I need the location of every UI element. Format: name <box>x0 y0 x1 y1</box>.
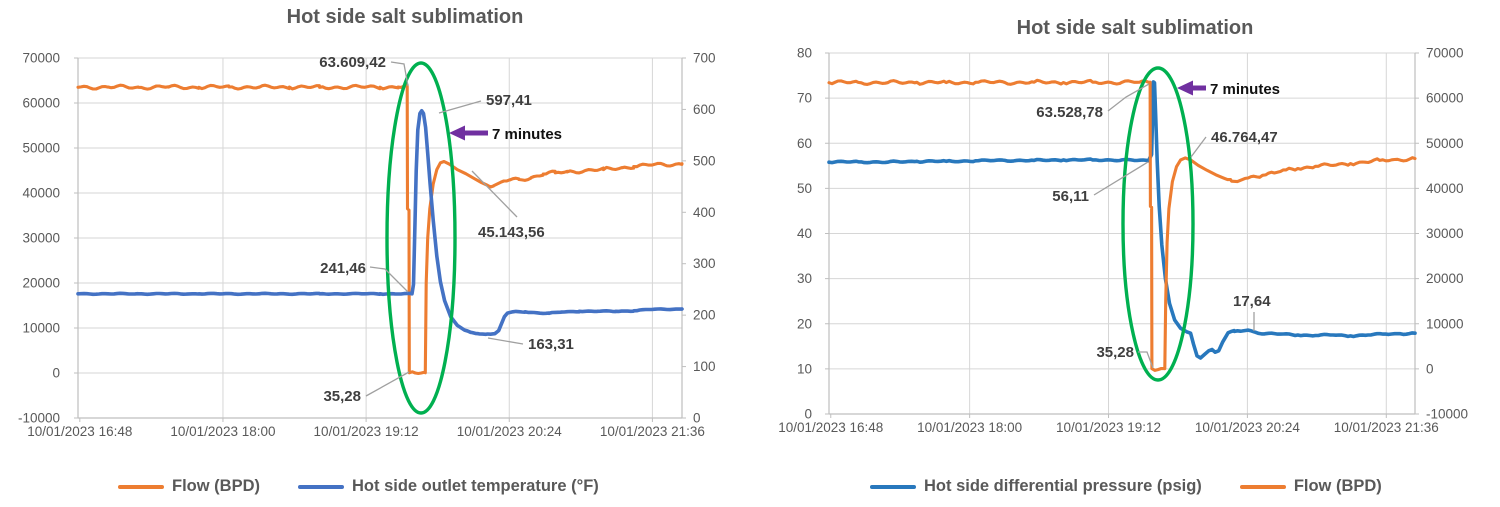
series-line-hot-side-outlet-temperature-f <box>76 109 684 337</box>
y-axis-left-label: 60 <box>797 136 812 151</box>
highlight-ellipse <box>1121 66 1195 382</box>
annotation-leader <box>438 100 482 114</box>
y-axis-right-label: 30000 <box>1426 226 1464 241</box>
y-axis-left-label: 10000 <box>22 321 60 336</box>
legend-item-flow-left: Flow (BPD) <box>118 477 260 496</box>
legend-right: Hot side differential pressure (psig) Fl… <box>870 477 1420 496</box>
y-axis-right-label: 600 <box>693 102 716 117</box>
x-axis-label: 10/01/2023 16:48 <box>27 424 132 439</box>
annotation-leader <box>1190 136 1207 158</box>
x-axis-label: 10/01/2023 20:24 <box>457 424 563 439</box>
annotation-leader <box>1138 351 1154 369</box>
legend-label-flow-left: Flow (BPD) <box>172 477 260 495</box>
annotation-value-label: 597,41 <box>486 92 532 109</box>
y-axis-left-label: 60000 <box>22 96 60 111</box>
duration-annotation-label: 7 minutes <box>492 126 562 143</box>
annotation-leader <box>1093 161 1149 196</box>
annotation-value-label: 56,11 <box>1052 188 1089 205</box>
series-line-flow-bpd <box>76 83 684 376</box>
y-axis-left-label: 20000 <box>22 276 60 291</box>
y-axis-left-label: 50000 <box>22 141 60 156</box>
annotation-value-label: 63.609,42 <box>319 54 386 71</box>
legend-swatch-flow-left <box>118 484 164 489</box>
duration-annotation-label: 7 minutes <box>1210 81 1280 98</box>
y-axis-right-label: 20000 <box>1426 271 1464 286</box>
y-axis-left-label: 0 <box>804 407 812 422</box>
annotation-value-label: 163,31 <box>528 336 574 353</box>
charts-plot-svg: 700006000050000400003000020000100000-100… <box>18 46 1468 440</box>
y-axis-right-label: 50000 <box>1426 136 1464 151</box>
duration-arrow-head <box>449 125 465 141</box>
legend-left: Flow (BPD) Hot side outlet temperature (… <box>118 477 637 496</box>
annotation-leader <box>487 337 524 345</box>
y-axis-left-label: 10 <box>797 361 812 376</box>
y-axis-right-label: 60000 <box>1426 91 1464 106</box>
legend-swatch-flow-right <box>1239 484 1286 489</box>
x-axis-label: 10/01/2023 18:00 <box>170 424 275 439</box>
duration-arrow-head <box>1177 80 1193 96</box>
y-axis-left-label: -10000 <box>18 411 60 426</box>
annotation-value-label: 35,28 <box>1096 344 1134 361</box>
y-axis-right-label: 0 <box>693 411 701 426</box>
y-axis-right-label: -10000 <box>1426 407 1468 422</box>
chart-title-right: Hot side salt sublimation <box>1016 17 1254 39</box>
x-axis-label: 10/01/2023 20:24 <box>1195 420 1301 435</box>
y-axis-right-label: 40000 <box>1426 181 1464 196</box>
legend-label-pressure: Hot side differential pressure (psig) <box>924 477 1202 495</box>
y-axis-right-label: 10000 <box>1426 316 1464 331</box>
series-line-flow-bpd <box>827 78 1417 372</box>
x-axis-label: 10/01/2023 16:48 <box>778 420 883 435</box>
y-axis-left-label: 30000 <box>22 231 60 246</box>
annotation-value-label: 241,46 <box>320 260 366 277</box>
y-axis-left-label: 0 <box>52 366 60 381</box>
y-axis-left-label: 80 <box>797 46 812 61</box>
series-line-hot-side-differential-pressure-psig <box>827 80 1417 360</box>
y-axis-right-label: 200 <box>693 308 716 323</box>
y-axis-right-label: 500 <box>693 153 716 168</box>
y-axis-left-label: 50 <box>797 181 812 196</box>
legend-label-flow-right: Flow (BPD) <box>1293 477 1382 495</box>
y-axis-left-label: 70 <box>797 91 812 106</box>
annotation-leader <box>471 170 518 218</box>
y-axis-left-label: 70000 <box>22 51 60 66</box>
chart-title-left: Hot side salt sublimation <box>286 6 524 28</box>
legend-item-temperature: Hot side outlet temperature (°F) <box>298 477 599 496</box>
y-axis-right-label: 400 <box>693 205 716 220</box>
highlight-ellipse <box>385 61 457 415</box>
legend-label-temperature: Hot side outlet temperature (°F) <box>352 477 599 495</box>
annotation-value-label: 45.143,56 <box>478 224 545 241</box>
y-axis-right-label: 0 <box>1426 361 1434 376</box>
y-axis-left-label: 20 <box>797 316 812 331</box>
legend-swatch-temperature <box>298 484 344 489</box>
annotation-value-label: 63.528,78 <box>1036 104 1103 121</box>
y-axis-right-label: 70000 <box>1426 46 1464 61</box>
annotation-leader <box>369 266 409 293</box>
x-axis-label: 10/01/2023 19:12 <box>1056 420 1161 435</box>
annotation-value-label: 46.764,47 <box>1211 129 1278 146</box>
y-axis-left-label: 30 <box>797 271 812 286</box>
y-axis-left-label: 40 <box>797 226 812 241</box>
x-axis-label: 10/01/2023 21:36 <box>600 424 705 439</box>
annotation-leader <box>365 371 410 397</box>
legend-swatch-pressure <box>870 484 916 489</box>
annotation-leader <box>390 61 409 87</box>
y-axis-right-label: 700 <box>693 51 716 66</box>
x-axis-label: 10/01/2023 21:36 <box>1334 420 1439 435</box>
y-axis-right-label: 100 <box>693 359 716 374</box>
annotation-leader <box>1107 83 1150 112</box>
y-axis-right-label: 300 <box>693 256 716 271</box>
x-axis-label: 10/01/2023 18:00 <box>917 420 1022 435</box>
annotation-value-label: 17,64 <box>1233 293 1271 310</box>
legend-item-pressure: Hot side differential pressure (psig) <box>870 477 1202 496</box>
legend-item-flow-right: Flow (BPD) <box>1239 477 1382 496</box>
annotation-value-label: 35,28 <box>323 388 361 405</box>
x-axis-label: 10/01/2023 19:12 <box>314 424 419 439</box>
y-axis-left-label: 40000 <box>22 186 60 201</box>
